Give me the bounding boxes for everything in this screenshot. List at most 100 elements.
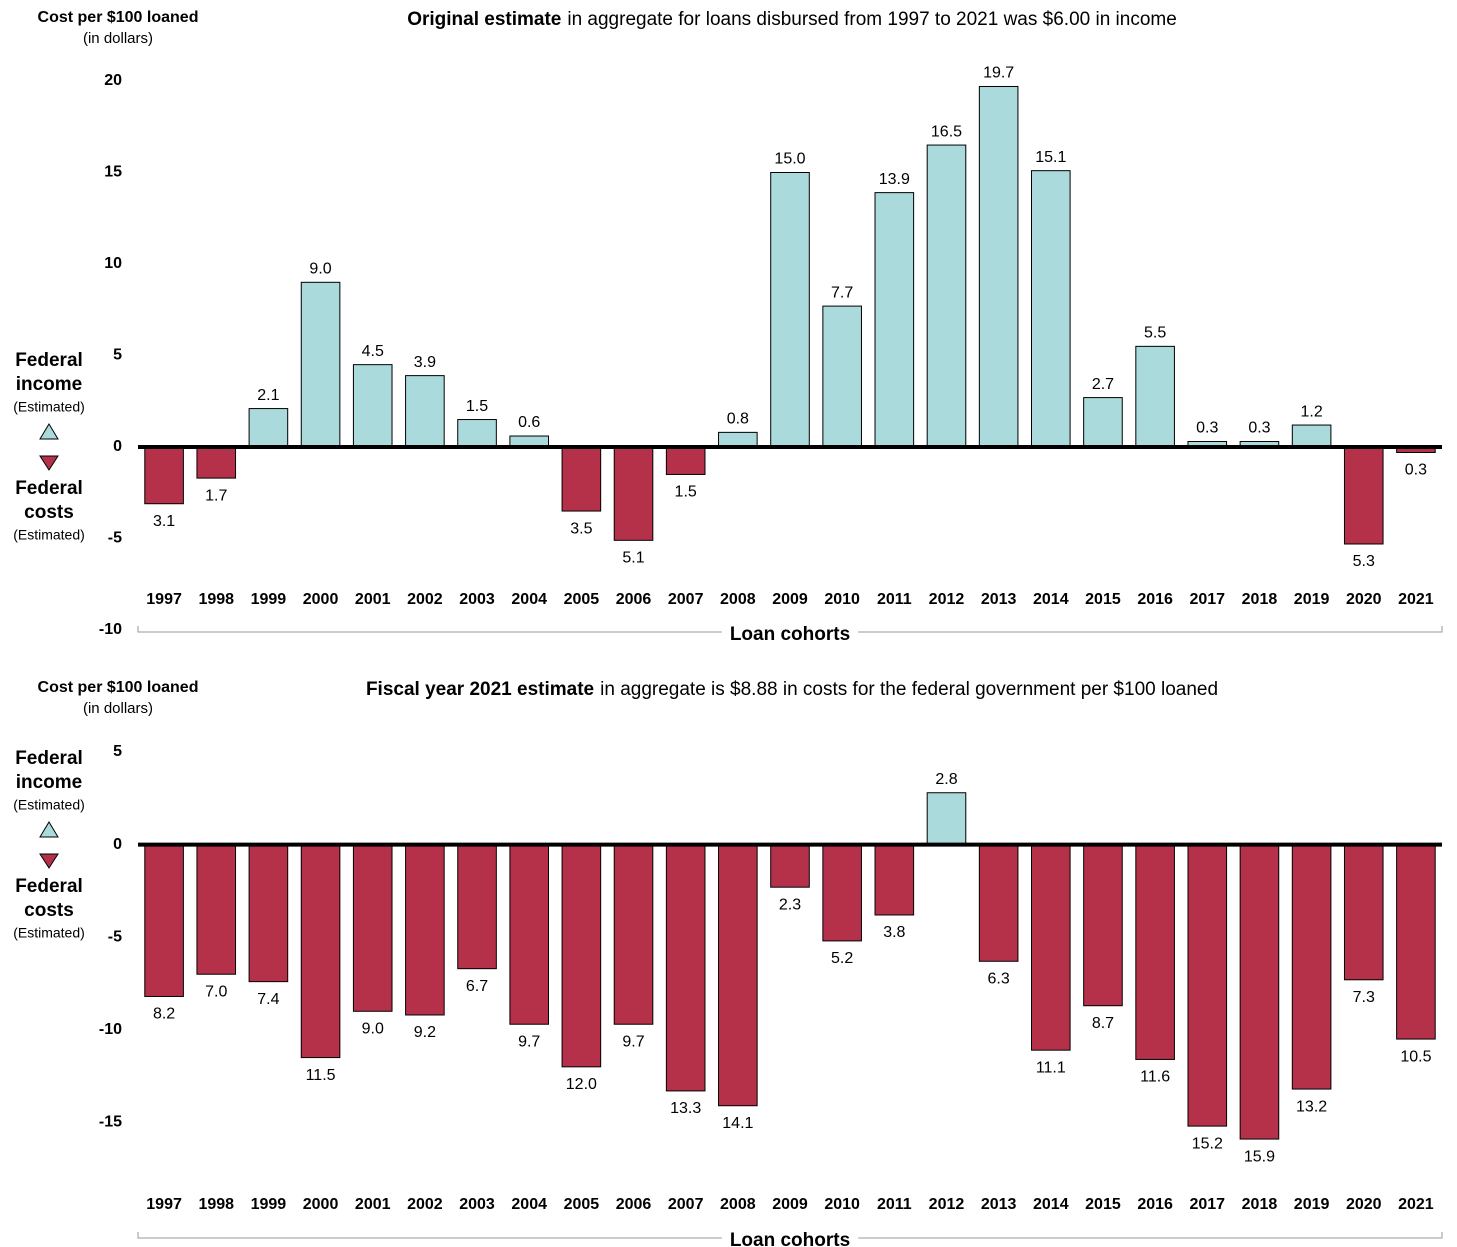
- value-label: 6.3: [988, 970, 1010, 987]
- value-label: 5.1: [622, 550, 644, 567]
- bar: [1291, 424, 1332, 448]
- value-label: 11.5: [306, 1067, 336, 1084]
- x-tick-label: 1998: [198, 1196, 234, 1213]
- value-label: 15.2: [1192, 1135, 1223, 1152]
- value-label: 11.6: [1140, 1069, 1170, 1086]
- x-tick-label: 2003: [459, 1196, 495, 1213]
- bar: [665, 844, 706, 1092]
- value-label: 9.2: [414, 1024, 436, 1041]
- bar: [1343, 844, 1384, 981]
- title-bold: Fiscal year 2021 estimate: [366, 679, 594, 700]
- value-label: 2.8: [935, 771, 957, 788]
- value-label: 9.0: [362, 1020, 384, 1037]
- bar: [1239, 844, 1280, 1140]
- bar: [1031, 844, 1071, 1051]
- y-tick-label: 10: [104, 255, 122, 272]
- title-rest: in aggregate for loans disbursed from 19…: [567, 9, 1176, 30]
- x-tick-label: 2000: [303, 591, 339, 608]
- x-tick-label: 1997: [146, 1196, 182, 1213]
- bar: [196, 844, 237, 975]
- value-label: 12.0: [566, 1076, 597, 1093]
- bar: [457, 844, 497, 970]
- x-tick-label: 2011: [877, 1196, 912, 1213]
- x-tick-label: 2017: [1189, 591, 1225, 608]
- value-label: 0.6: [518, 414, 540, 431]
- bar: [509, 844, 549, 1025]
- x-tick-label: 2014: [1033, 591, 1069, 608]
- y-tick-label: 5: [113, 347, 122, 364]
- bar: [926, 792, 967, 846]
- value-label: 15.1: [1035, 149, 1066, 166]
- x-tick-label: 2011: [877, 591, 912, 608]
- bar: [613, 844, 654, 1025]
- bar: [770, 844, 810, 888]
- value-label: 15.9: [1244, 1148, 1275, 1165]
- x-tick-label: 2021: [1398, 591, 1434, 608]
- x-tick-label: 2001: [355, 591, 391, 608]
- x-tick-label: 2005: [564, 591, 600, 608]
- value-label: 8.2: [153, 1006, 175, 1023]
- chart-title: Original estimate in aggregate for loans …: [407, 9, 1177, 30]
- income-label: income: [16, 374, 83, 395]
- bar: [352, 364, 393, 448]
- value-label: 5.2: [831, 950, 853, 967]
- x-label-bg: [721, 1230, 859, 1247]
- bar: [822, 305, 862, 448]
- costs-label: Federal: [15, 478, 83, 499]
- bar: [1083, 844, 1123, 1007]
- bar: [1396, 844, 1436, 1040]
- y-tick-label: -10: [99, 1021, 122, 1038]
- value-label: 2.7: [1092, 376, 1114, 393]
- x-tick-label: 2002: [407, 1196, 443, 1213]
- value-label: 9.0: [309, 261, 331, 278]
- x-tick-label: 2006: [616, 1196, 652, 1213]
- value-label: 16.5: [931, 123, 962, 140]
- x-tick-label: 1997: [146, 591, 182, 608]
- x-tick-label: 1999: [251, 591, 287, 608]
- value-label: 8.7: [1092, 1015, 1114, 1032]
- x-tick-label: 2003: [459, 591, 495, 608]
- bar: [978, 844, 1019, 962]
- x-tick-label: 2014: [1033, 1196, 1069, 1213]
- x-axis-label: Loan cohorts: [730, 1230, 850, 1247]
- costs-label: Federal: [15, 876, 83, 897]
- y-axis-sublabel: (in dollars): [83, 700, 153, 717]
- y-tick-label: -10: [99, 621, 122, 638]
- value-label: 2.3: [779, 896, 801, 913]
- bar: [874, 844, 915, 916]
- x-tick-label: 2019: [1294, 591, 1330, 608]
- costs-label: costs: [24, 900, 74, 921]
- income-label: Federal: [15, 748, 83, 769]
- x-tick-label: 2018: [1242, 1196, 1278, 1213]
- value-label: 0.3: [1248, 420, 1270, 437]
- value-label: 10.5: [1400, 1048, 1431, 1065]
- y-tick-label: 20: [104, 72, 122, 89]
- bar: [457, 419, 497, 448]
- bar: [874, 192, 915, 448]
- value-label: 13.2: [1296, 1098, 1327, 1115]
- bar: [144, 446, 184, 505]
- bar: [770, 172, 810, 448]
- bar: [352, 844, 393, 1012]
- value-label: 1.5: [466, 398, 488, 415]
- bar: [822, 844, 862, 942]
- value-label: 5.5: [1144, 325, 1166, 342]
- y-tick-label: 0: [113, 438, 122, 455]
- bar: [1343, 446, 1384, 545]
- value-label: 2.1: [257, 387, 279, 404]
- bar: [248, 844, 289, 983]
- estimated-label: (Estimated): [13, 399, 85, 415]
- value-label: 3.1: [153, 513, 175, 530]
- bar: [665, 446, 706, 475]
- value-label: 3.8: [883, 924, 905, 941]
- bar: [561, 446, 602, 512]
- y-tick-label: -15: [99, 1114, 122, 1131]
- bar: [1291, 844, 1332, 1090]
- title-rest: in aggregate is $8.88 in costs for the f…: [600, 679, 1218, 700]
- y-axis-label: Cost per $100 loaned: [38, 9, 199, 26]
- x-tick-label: 2008: [720, 591, 756, 608]
- value-label: 1.7: [205, 487, 227, 504]
- x-tick-label: 2010: [824, 591, 860, 608]
